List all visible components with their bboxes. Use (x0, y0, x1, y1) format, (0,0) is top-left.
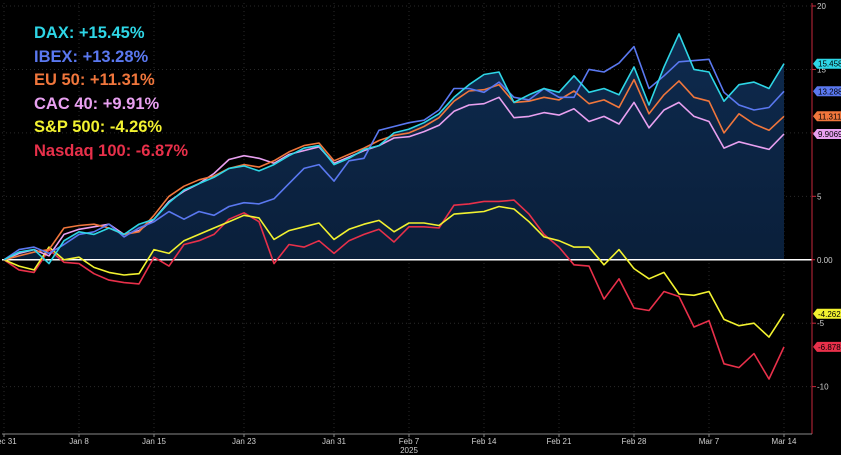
x-tick-label: Feb 7 (399, 437, 420, 446)
end-label-tag (813, 58, 841, 69)
x-tick-label: Jan 23 (232, 437, 257, 446)
x-tick-label: Jan 8 (69, 437, 89, 446)
series-line-nasdaq100 (3, 199, 785, 380)
zero-line-label: 0.00 (817, 256, 833, 265)
legend: DAX: +15.45% IBEX: +13.28% EU 50: +11.31… (34, 22, 188, 163)
end-label-tag (813, 111, 841, 122)
end-value-label: -6.878 (818, 343, 841, 352)
y-tick-label: 20 (817, 2, 826, 11)
end-label-tag (813, 308, 841, 319)
series-line-sp500 (3, 205, 785, 338)
end-value-label: 11.311 (818, 112, 841, 121)
legend-item-sp500: S&P 500: -4.26% (34, 118, 163, 136)
end-value-label: 15.458 (818, 60, 841, 69)
end-label-tag (813, 341, 841, 352)
x-year-label: 2025 (400, 446, 418, 455)
x-tick-label: Jan 31 (322, 437, 347, 446)
y-tick-label: 5 (817, 192, 822, 201)
end-label-tag (813, 129, 841, 140)
end-value-label: -4.262 (818, 310, 841, 319)
x-tick-label: Mar 7 (699, 437, 720, 446)
end-label-tag (813, 86, 841, 97)
y-tick-label: 15 (817, 65, 826, 74)
legend-item-eu50: EU 50: +11.31% (34, 71, 155, 89)
x-tick-label: Jan 15 (142, 437, 167, 446)
y-tick-label: -5 (817, 319, 825, 328)
legend-item-nasdaq100: Nasdaq 100: -6.87% (34, 141, 189, 160)
legend-item-ibex: IBEX: +13.28% (34, 47, 149, 66)
x-tick-label: Dec 31 (0, 437, 17, 446)
dax-area (4, 33, 784, 264)
end-value-label: 9.9069 (818, 130, 841, 139)
series-line-ibex (3, 45, 785, 261)
end-value-label: 13.288 (818, 87, 841, 96)
legend-item-cac40: CAC 40: +9.91% (34, 94, 160, 113)
x-tick-label: Feb 14 (472, 437, 497, 446)
x-tick-label: Feb 21 (547, 437, 572, 446)
y-tick-label: -10 (817, 383, 829, 392)
series-line-dax (3, 33, 785, 265)
x-tick-label: Feb 28 (622, 437, 647, 446)
series-line-eu50 (3, 78, 785, 261)
legend-item-dax: DAX: +15.45% (34, 24, 145, 42)
x-tick-label: Mar 14 (772, 437, 797, 446)
zero-label-bg (815, 254, 837, 265)
